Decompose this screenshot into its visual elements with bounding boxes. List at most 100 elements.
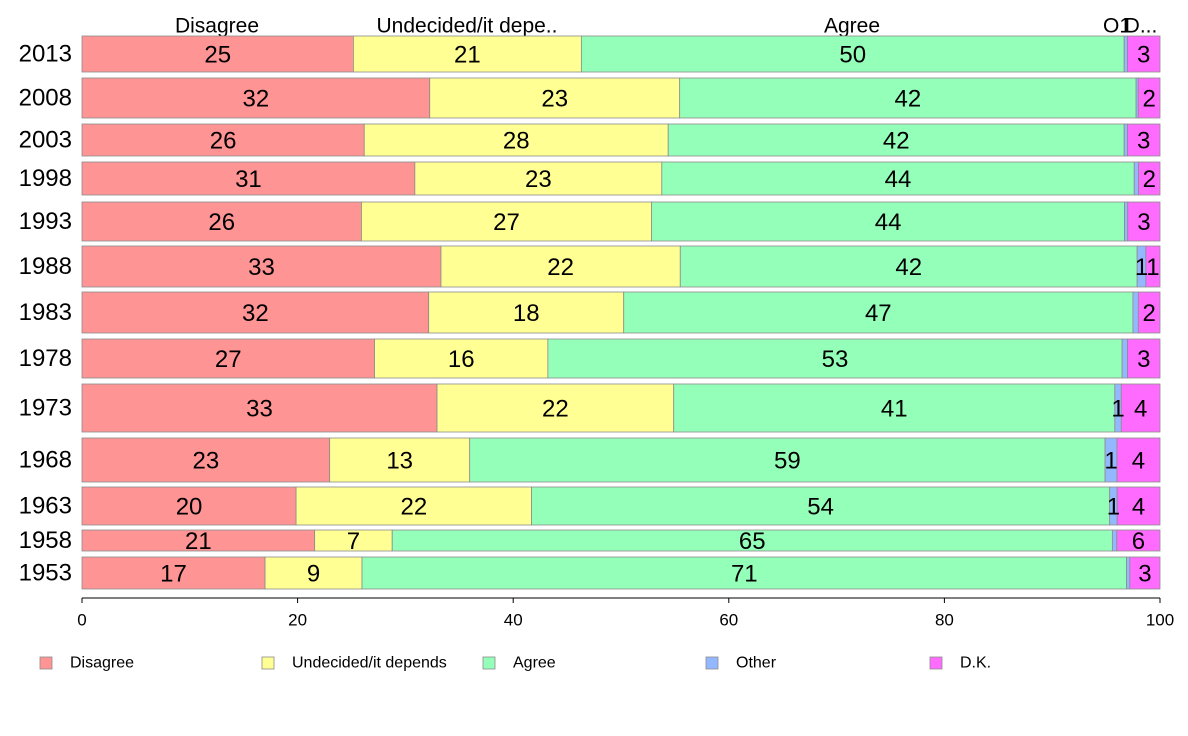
data-label: 17 — [160, 561, 187, 588]
legend-label: Disagree — [70, 655, 134, 672]
data-label: 9 — [307, 561, 320, 588]
bar-segment-d-k- — [1127, 201, 1161, 242]
bar-segment-agree — [623, 291, 1134, 334]
data-label: 32 — [242, 300, 269, 327]
data-label: 2 — [1142, 300, 1155, 327]
bar-segment-other — [1126, 556, 1131, 590]
x-tick-label: 60 — [719, 611, 738, 630]
legend-label: Other — [736, 655, 777, 672]
bar-row-1963: 1963 20 22 54 1 4 — [19, 486, 1161, 526]
column-header-other: O1 — [1103, 15, 1131, 38]
bar-segment-undecided-it-depends — [414, 161, 663, 196]
column-header-d-k-: D... — [1125, 15, 1158, 38]
data-label: 3 — [1137, 209, 1150, 236]
data-label: 27 — [215, 346, 242, 373]
bar-segment-agree — [679, 245, 1138, 288]
bar-segment-disagree — [81, 291, 430, 334]
bar-row-1993: 1993 26 27 44 3 — [19, 201, 1161, 242]
bar-segment-disagree — [81, 77, 431, 119]
bar-segment-other — [1111, 529, 1118, 552]
data-label: 3 — [1137, 128, 1150, 155]
data-label: 59 — [774, 448, 801, 475]
data-label: 54 — [807, 494, 834, 521]
data-label: 23 — [192, 448, 219, 475]
x-tick-label: 20 — [288, 611, 307, 630]
bar-row-1968: 1968 23 13 59 1 4 — [19, 437, 1161, 483]
bar-row-2003: 2003 26 28 42 3 — [19, 123, 1161, 157]
legend-swatch — [39, 656, 53, 670]
bar-segment-agree — [679, 77, 1137, 119]
year-label-1953: 1953 — [19, 560, 72, 587]
data-label: 13 — [386, 448, 413, 475]
year-label-1973: 1973 — [19, 395, 72, 422]
bar-segment-other — [1132, 291, 1139, 334]
data-label: 20 — [176, 494, 203, 521]
bar-segment-d-k- — [1120, 383, 1161, 433]
bar-row-2013: 2013 25 21 50 3 — [19, 35, 1161, 73]
data-label: 23 — [525, 166, 552, 193]
data-label: 53 — [822, 346, 849, 373]
legend-swatch — [261, 656, 275, 670]
column-header-agree: Agree — [824, 15, 880, 38]
bar-segment-d-k- — [1127, 123, 1161, 157]
year-label-2013: 2013 — [19, 41, 72, 68]
bar-segment-agree — [547, 338, 1123, 379]
year-label-1958: 1958 — [19, 527, 72, 554]
x-tick-label: 80 — [935, 611, 954, 630]
year-label-1963: 1963 — [19, 493, 72, 520]
column-header-undecided-it-depends: Undecided/it depe.. — [377, 15, 558, 38]
bar-segment-d-k- — [1116, 437, 1161, 483]
data-label: 22 — [542, 396, 569, 423]
data-label: 1 — [1135, 254, 1148, 281]
x-tick-label: 40 — [504, 611, 523, 630]
data-label: 26 — [208, 209, 235, 236]
bar-segment-agree — [661, 161, 1135, 196]
bar-segment-d-k- — [1129, 556, 1161, 590]
bar-segment-disagree — [81, 556, 266, 590]
bar-row-1988: 1988 33 22 42 11 — [19, 245, 1161, 288]
column-header-disagree: Disagree — [175, 15, 259, 38]
data-label: 18 — [513, 300, 540, 327]
data-label: 1 — [1107, 494, 1120, 521]
data-label: 3 — [1138, 561, 1151, 588]
data-label: 42 — [883, 128, 910, 155]
bar-segment-d-k- — [1137, 77, 1161, 119]
bar-segment-d-k- — [1138, 161, 1161, 196]
year-label-1978: 1978 — [19, 345, 72, 372]
bar-segment-undecided-it-depends — [329, 437, 471, 483]
data-label: 47 — [865, 300, 892, 327]
data-label: 44 — [885, 166, 912, 193]
data-label: 32 — [243, 86, 270, 113]
data-label: 4 — [1132, 448, 1145, 475]
bar-segment-disagree — [81, 245, 442, 288]
bar-segment-undecided-it-depends — [428, 291, 625, 334]
data-label: 7 — [347, 528, 360, 555]
data-label: 22 — [401, 494, 428, 521]
data-label: 41 — [881, 396, 908, 423]
bar-segment-agree — [531, 486, 1111, 526]
data-label: 26 — [210, 128, 237, 155]
bar-segment-undecided-it-depends — [361, 201, 653, 242]
year-label-1993: 1993 — [19, 208, 72, 235]
bar-segment-other — [1123, 123, 1128, 157]
bar-segment-d-k- — [1116, 529, 1161, 552]
bar-segment-d-k- — [1145, 245, 1161, 288]
data-label: 1 — [1104, 448, 1117, 475]
data-label: 25 — [204, 42, 231, 69]
x-axis: 0 20 40 60 80 100 — [77, 597, 1174, 630]
bar-segment-agree — [361, 556, 1128, 590]
bar-row-2008: 2008 32 23 42 2 — [19, 77, 1161, 119]
data-label: 1 — [1111, 396, 1124, 423]
legend-item-d-k-: D.K. — [929, 655, 991, 672]
legend-label: Undecided/it depends — [292, 655, 447, 672]
bar-segment-d-k- — [1127, 35, 1161, 73]
bar-segment-d-k- — [1137, 291, 1161, 334]
column-headers: Disagree Undecided/it depe.. Agree O1D... — [175, 15, 1157, 38]
bar-segment-agree — [651, 201, 1125, 242]
bar-segment-undecided-it-depends — [374, 338, 549, 379]
bar-segment-undecided-it-depends — [363, 123, 669, 157]
bar-segment-disagree — [81, 486, 297, 526]
year-label-1998: 1998 — [19, 165, 72, 192]
